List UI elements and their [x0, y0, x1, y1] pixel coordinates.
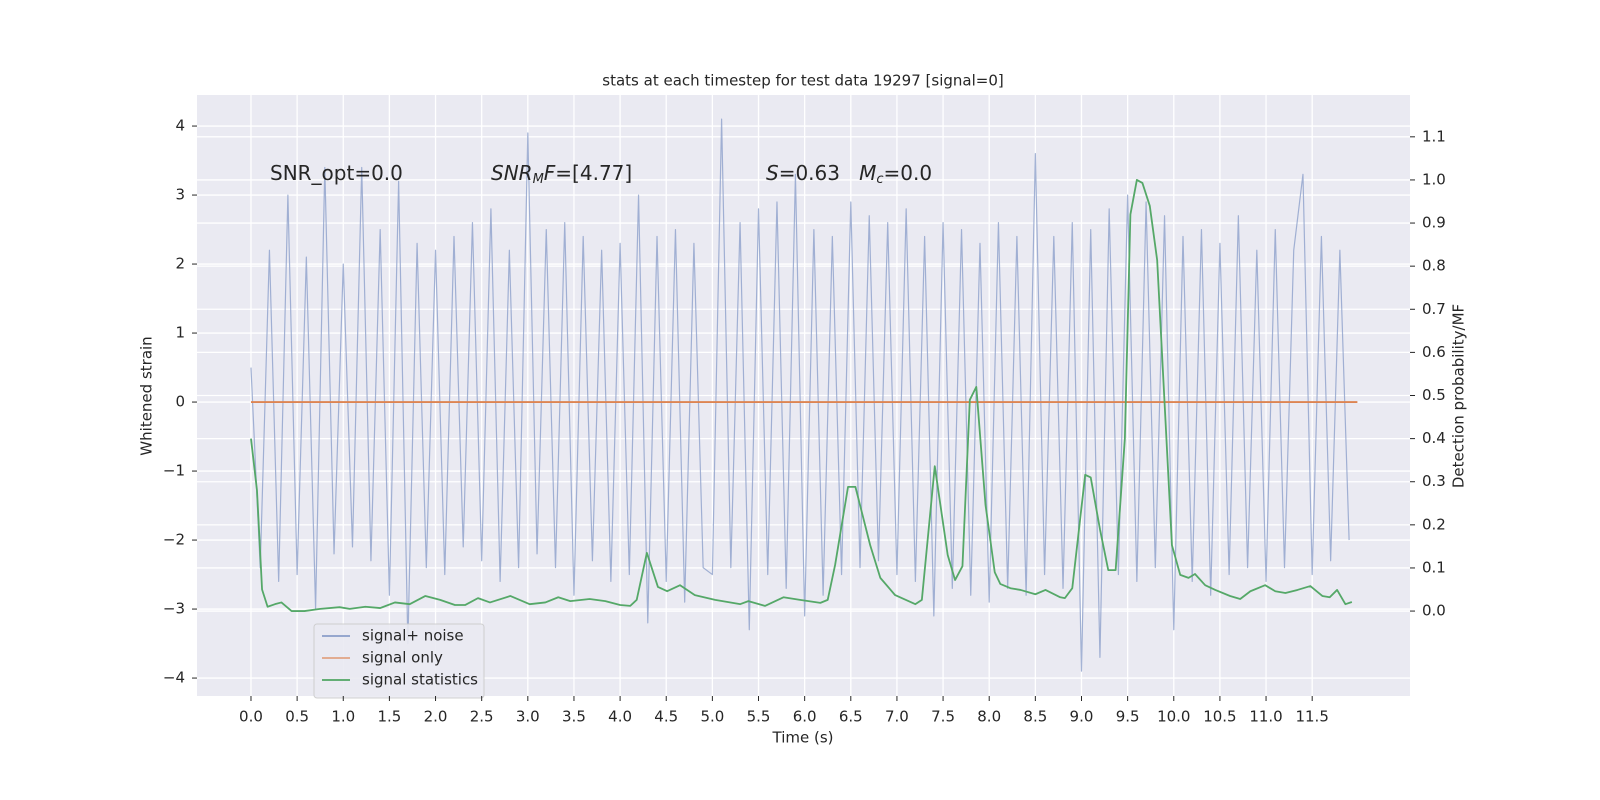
annotation: SNR_opt=0.0 [270, 161, 403, 185]
annotation: S=0.63 Mc=0.0 [766, 161, 932, 187]
grid [197, 95, 1410, 696]
x-tick-label: 10.5 [1203, 708, 1236, 726]
legend: signal+ noise signal only signal statistic… [313, 623, 485, 699]
x-tick-label: 5.0 [700, 708, 724, 726]
x-tick-label: 7.5 [931, 708, 955, 726]
annotation-text: S [766, 161, 779, 185]
y2-tick-label: 0.8 [1422, 257, 1446, 275]
y2-tick-label: 0.7 [1422, 300, 1446, 318]
x-tick-label: 0.5 [285, 708, 309, 726]
annotation-subscript: M [533, 172, 544, 187]
x-tick-label: 5.5 [747, 708, 771, 726]
annotation-text: SNR_opt=0.0 [270, 161, 403, 185]
annotation-text: SNR [491, 161, 533, 185]
x-tick-label: 3.0 [516, 708, 540, 726]
y2-tick-label: 0.4 [1422, 429, 1446, 447]
x-tick-label: 8.0 [977, 708, 1001, 726]
annotation-text: M [859, 161, 876, 185]
chart-title: stats at each timestep for test data 192… [602, 72, 1003, 90]
y2-tick-label: 0.3 [1422, 472, 1446, 490]
y2-tick-label: 1.0 [1422, 170, 1446, 188]
y2-tick-label: 0.2 [1422, 515, 1446, 533]
x-tick-label: 3.5 [562, 708, 586, 726]
y2-tick-label: 0.9 [1422, 214, 1446, 232]
series-line [250, 118, 1350, 672]
y-tick-label: 0 [175, 393, 185, 411]
x-tick-label: 8.5 [1023, 708, 1047, 726]
y-tick-label: −2 [163, 531, 185, 549]
x-tick-label: 11.5 [1295, 708, 1328, 726]
y2-tick-label: 1.1 [1422, 127, 1446, 145]
x-tick-label: 9.5 [1116, 708, 1140, 726]
x-tick-label: 4.0 [608, 708, 632, 726]
y-tick-label: −3 [163, 600, 185, 618]
annotation-text: F [544, 161, 556, 185]
legend-label: signal+ noise [362, 627, 464, 645]
lines [250, 118, 1358, 672]
x-tick-label: 4.5 [654, 708, 678, 726]
x-tick-label: 6.0 [793, 708, 817, 726]
annotation-subscript: c [876, 172, 883, 187]
y-tick-label: 3 [175, 186, 185, 204]
x-tick-label: 2.5 [470, 708, 494, 726]
y-tick-label: −1 [163, 462, 185, 480]
x-axis-label: Time (s) [772, 729, 834, 747]
x-tick-label: 1.0 [331, 708, 355, 726]
x-tick-label: 2.0 [424, 708, 448, 726]
y-tick-label: 4 [175, 117, 185, 135]
annotation-text: =[4.77] [555, 161, 632, 185]
x-tick-label: 11.0 [1249, 708, 1282, 726]
x-tick-label: 0.0 [239, 708, 263, 726]
x-tick-label: 6.5 [839, 708, 863, 726]
x-tick-label: 1.5 [377, 708, 401, 726]
y2-tick-label: 0.5 [1422, 386, 1446, 404]
annotation: SNRMF=[4.77] [491, 161, 632, 187]
series-line [250, 179, 1353, 612]
x-tick-label: 7.0 [885, 708, 909, 726]
x-tick-label: 9.0 [1070, 708, 1094, 726]
legend-box [313, 623, 485, 699]
x-tick-label: 10.0 [1157, 708, 1190, 726]
y2-axis-label: Detection probability/MF [1450, 304, 1468, 488]
y2-tick-label: 0.6 [1422, 343, 1446, 361]
y-tick-label: −4 [163, 669, 185, 687]
annotation-text: =0.0 [884, 161, 933, 185]
legend-label: signal only [362, 649, 443, 667]
legend-label: signal statistics [362, 671, 478, 689]
y2-tick-label: 0.1 [1422, 558, 1446, 576]
y2-tick-label: 0.0 [1422, 602, 1446, 620]
y-tick-label: 2 [175, 255, 185, 273]
annotation-text: =0.63 [779, 161, 859, 185]
y-tick-label: 1 [175, 324, 185, 342]
y-axis-label: Whitened strain [138, 336, 156, 455]
